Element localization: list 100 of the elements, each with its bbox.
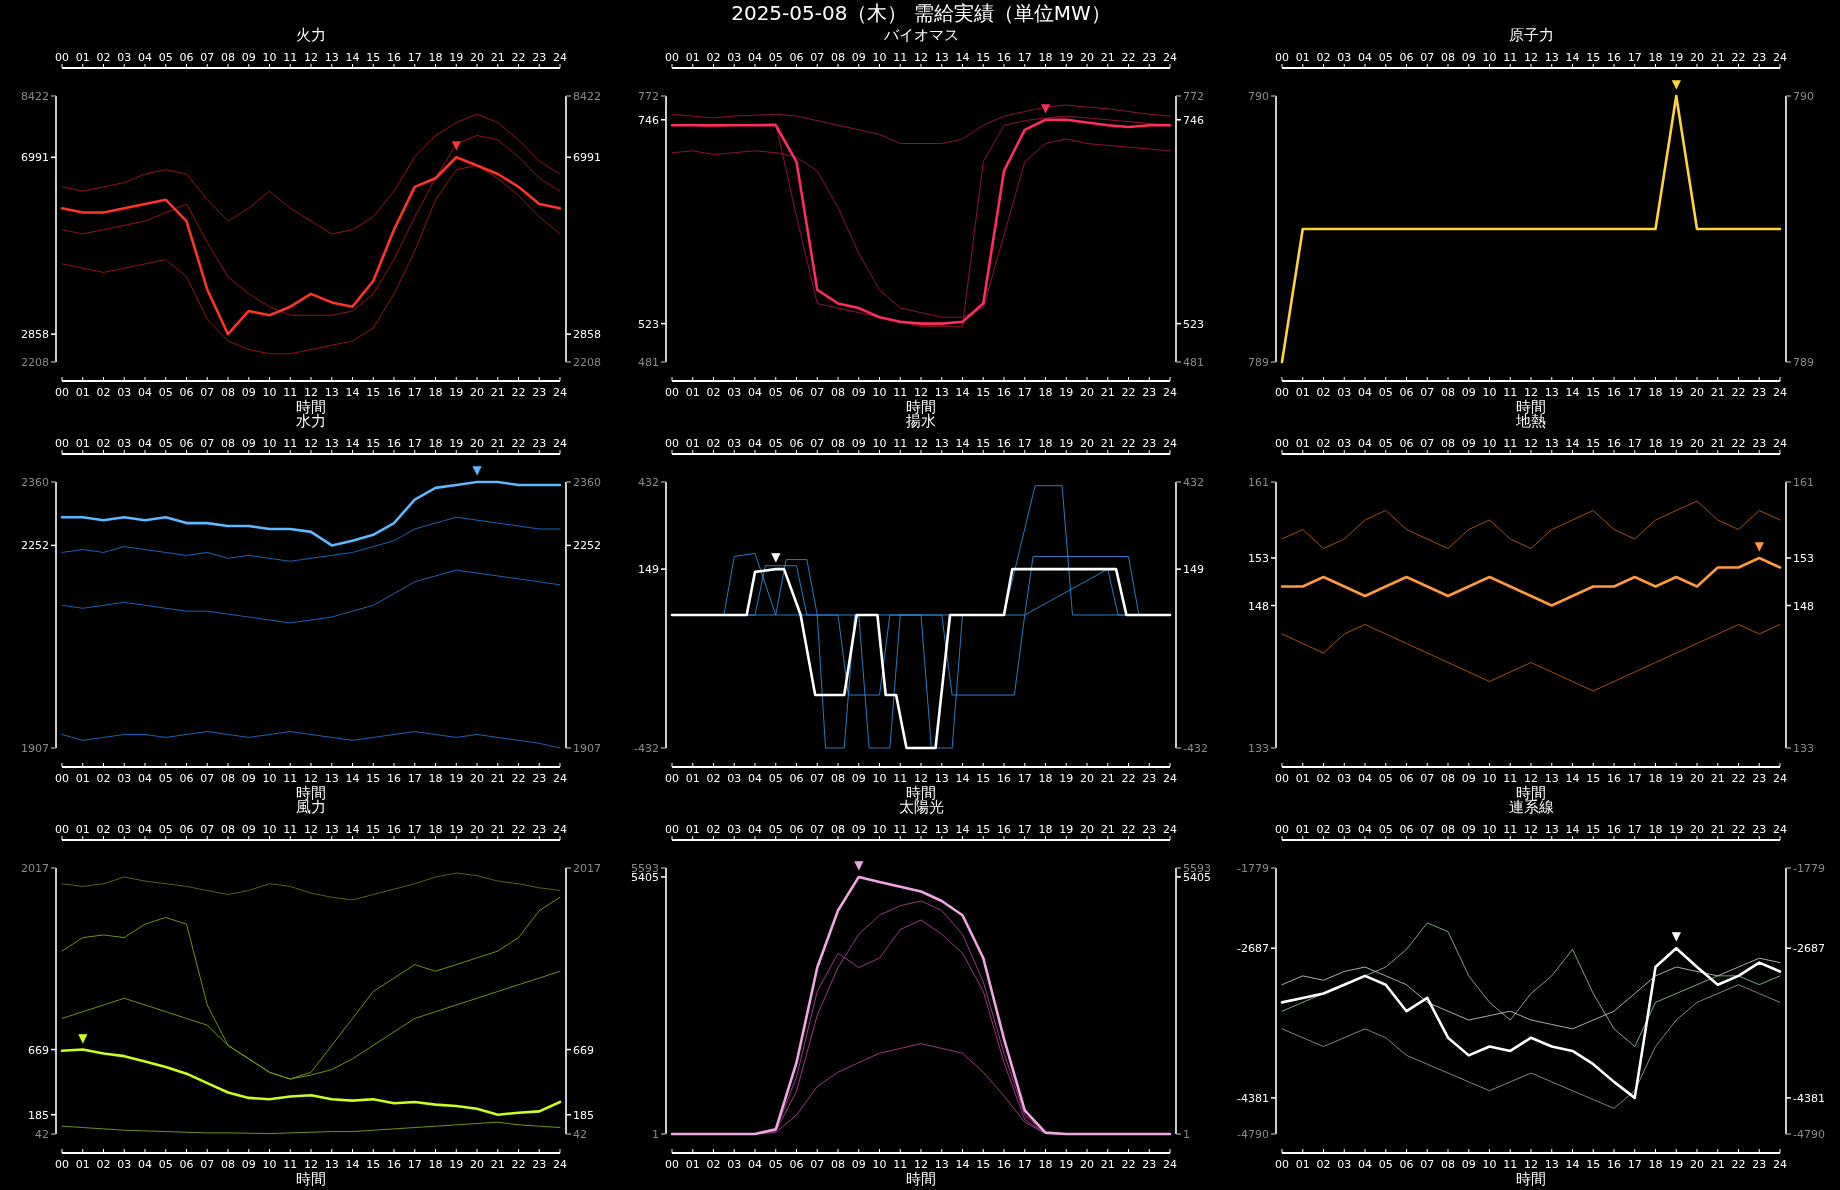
x-tick-label: 04 <box>748 1158 762 1171</box>
x-tick-label: 14 <box>345 386 360 399</box>
x-tick-label: 05 <box>1378 1158 1393 1171</box>
x-tick-label: 21 <box>1100 386 1115 399</box>
x2-tick-label: 05 <box>158 51 173 64</box>
x-tick-label: 16 <box>387 386 401 399</box>
x-tick-label: 04 <box>138 772 152 785</box>
x-tick-label: 07 <box>1420 1158 1435 1171</box>
x2-tick-label: 04 <box>138 437 152 450</box>
x-tick-label: 07 <box>200 386 215 399</box>
x-tick-label: 06 <box>1399 772 1414 785</box>
x2-tick-label: 23 <box>532 51 547 64</box>
x2-tick-label: 18 <box>1648 437 1663 450</box>
x2-tick-label: 12 <box>914 437 928 450</box>
x2-tick-label: 01 <box>685 437 700 450</box>
x2-tick-label: 07 <box>200 51 215 64</box>
y2-tick-label: -432 <box>1183 742 1208 755</box>
x2-tick-label: 14 <box>345 823 360 836</box>
x-tick-label: 10 <box>1482 772 1497 785</box>
x-tick-label: 11 <box>283 1158 298 1171</box>
x-tick-label: 09 <box>1461 386 1476 399</box>
x2-tick-label: 02 <box>96 823 111 836</box>
x-tick-label: 16 <box>387 772 401 785</box>
x2-tick-label: 23 <box>532 823 547 836</box>
y2-tick-label: -4790 <box>1793 1128 1825 1141</box>
x-tick-label: 18 <box>1038 386 1053 399</box>
x2-tick-label: 03 <box>1337 437 1352 450</box>
x2-tick-label: 01 <box>685 51 700 64</box>
x-tick-label: 24 <box>553 772 567 785</box>
x2-tick-label: 02 <box>1316 437 1331 450</box>
x2-tick-label: 10 <box>872 823 887 836</box>
y2-tick-label: 669 <box>573 1043 594 1057</box>
x2-tick-label: 15 <box>976 823 991 836</box>
x2-tick-label: 24 <box>1773 437 1787 450</box>
x2-tick-label: 14 <box>1565 437 1580 450</box>
x-tick-label: 19 <box>1669 386 1684 399</box>
x-tick-label: 03 <box>1337 386 1352 399</box>
x2-tick-label: 19 <box>1669 823 1684 836</box>
x-tick-label: 17 <box>1017 772 1032 785</box>
annotation: ▼ <box>771 550 782 565</box>
x2-tick-label: 19 <box>1059 823 1074 836</box>
x-tick-label: 22 <box>511 386 526 399</box>
x-tick-label: 10 <box>872 1158 887 1171</box>
x-tick-label: 15 <box>366 386 381 399</box>
x-tick-label: 05 <box>768 1158 783 1171</box>
y-tick-label: -4790 <box>1237 1128 1269 1141</box>
x2-tick-label: 01 <box>1295 51 1310 64</box>
x2-tick-label: 07 <box>200 437 215 450</box>
x-tick-label: 22 <box>1121 386 1136 399</box>
y2-tick-label: 523 <box>1183 317 1204 331</box>
x-tick-label: 12 <box>914 772 928 785</box>
annotation: ▼ <box>472 463 483 477</box>
x-tick-label: 16 <box>997 1158 1011 1171</box>
x2-tick-label: 08 <box>1441 51 1455 64</box>
y2-tick-label: 2017 <box>573 862 601 875</box>
x-tick-label: 07 <box>810 1158 825 1171</box>
x2-tick-label: 16 <box>1607 823 1621 836</box>
x-tick-label: 07 <box>1420 772 1435 785</box>
x-tick-label: 05 <box>1378 772 1393 785</box>
x-tick-label: 12 <box>914 1158 928 1171</box>
x2-tick-label: 10 <box>262 823 277 836</box>
y2-tick-label: 746 <box>1183 113 1204 127</box>
annotation: ▼ <box>78 1030 89 1045</box>
x2-tick-label: 18 <box>1038 51 1053 64</box>
y2-tick-label: 772 <box>1183 90 1204 103</box>
x2-tick-label: 03 <box>117 437 132 450</box>
x2-tick-label: 10 <box>262 437 277 450</box>
x-tick-label: 09 <box>241 1158 256 1171</box>
x-tick-label: 18 <box>1038 772 1053 785</box>
x2-tick-label: 04 <box>1358 51 1372 64</box>
y-tick-label: -1779 <box>1237 862 1269 875</box>
x-tick-label: 15 <box>366 1158 381 1171</box>
x-tick-label: 20 <box>470 772 484 785</box>
x2-tick-label: 16 <box>387 437 401 450</box>
x-tick-label: 07 <box>200 772 215 785</box>
x-tick-label: 12 <box>304 1158 318 1171</box>
x2-tick-label: 09 <box>1461 51 1476 64</box>
x2-tick-label: 08 <box>221 51 235 64</box>
x-tick-label: 23 <box>1142 386 1157 399</box>
y2-tick-label: 2208 <box>573 356 601 369</box>
x2-tick-label: 10 <box>872 51 887 64</box>
x2-tick-label: 21 <box>1710 437 1725 450</box>
x-tick-label: 14 <box>1565 1158 1580 1171</box>
x2-tick-label: 23 <box>1752 823 1767 836</box>
x2-tick-label: 13 <box>934 823 949 836</box>
x2-tick-label: 10 <box>1482 51 1497 64</box>
x2-tick-label: 24 <box>553 823 567 836</box>
x2-tick-label: 09 <box>241 51 256 64</box>
x2-tick-label: 10 <box>262 51 277 64</box>
x2-tick-label: 22 <box>1731 823 1746 836</box>
y-tick-label: -432 <box>634 742 659 755</box>
y2-tick-label: 149 <box>1183 563 1204 577</box>
x2-tick-label: 11 <box>283 823 298 836</box>
x-tick-label: 21 <box>1710 386 1725 399</box>
x2-tick-label: 07 <box>810 51 825 64</box>
x2-tick-label: 13 <box>934 51 949 64</box>
y2-tick-label: 161 <box>1793 476 1814 489</box>
x2-tick-label: 21 <box>490 51 505 64</box>
x-tick-label: 02 <box>96 1158 111 1171</box>
x-tick-label: 00 <box>1275 1158 1289 1171</box>
